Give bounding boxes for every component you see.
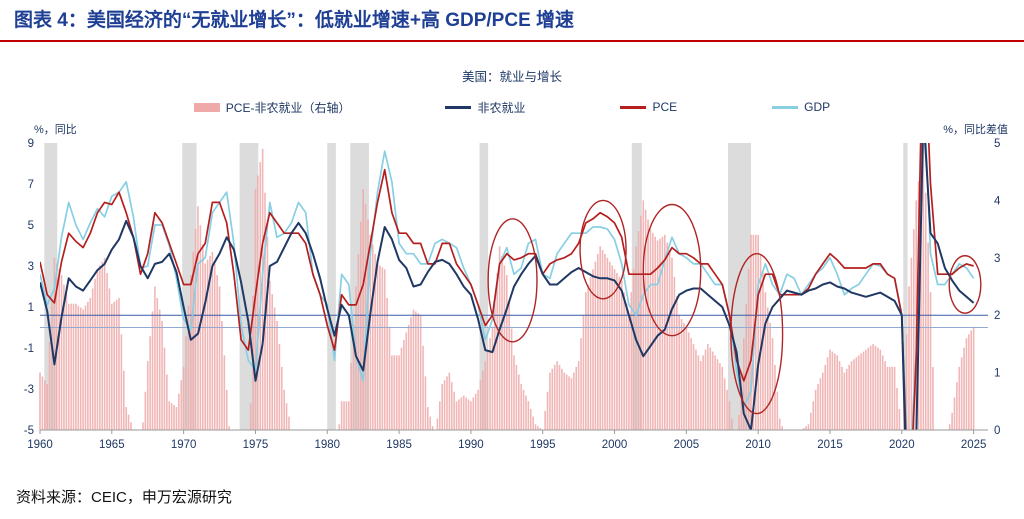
svg-text:-3: -3	[24, 384, 34, 396]
svg-text:1985: 1985	[386, 439, 412, 451]
gdp-line-swatch-icon	[772, 105, 799, 109]
legend-item-pce: PCE	[620, 100, 677, 114]
svg-text:2: 2	[994, 310, 1000, 322]
svg-text:7: 7	[28, 179, 34, 191]
svg-text:3: 3	[28, 261, 34, 273]
right-axis-caption: %，同比差值	[943, 124, 1008, 136]
svg-text:1: 1	[994, 368, 1000, 380]
bar-swatch-icon	[193, 102, 220, 112]
legend-label: PCE	[652, 100, 678, 115]
svg-text:4: 4	[994, 195, 1001, 207]
legend-item-nonfarm: 非农就业	[445, 99, 525, 116]
legend-label: PCE-非农就业（右轴）	[225, 100, 351, 115]
figure-header: 图表 4：美国经济的“无就业增长”：低就业增速+高 GDP/PCE 增速	[0, 0, 1024, 33]
chart-legend: PCE-非农就业（右轴） 非农就业 PCE GDP	[0, 99, 1024, 116]
svg-text:1970: 1970	[171, 439, 197, 451]
svg-text:9: 9	[28, 138, 34, 150]
legend-item-gdp: GDP	[772, 100, 830, 114]
svg-text:2020: 2020	[889, 439, 915, 451]
left-axis-caption: %，同比	[34, 124, 77, 136]
svg-text:2015: 2015	[817, 439, 843, 451]
svg-text:1960: 1960	[27, 439, 53, 451]
legend-label: GDP	[804, 100, 831, 115]
svg-text:5: 5	[994, 138, 1000, 150]
legend-label: 非农就业	[477, 100, 526, 115]
svg-text:0: 0	[994, 425, 1000, 437]
figure-title: 图表 4：美国经济的“无就业增长”：低就业增速+高 GDP/PCE 增速	[14, 10, 575, 31]
pce-line-swatch-icon	[620, 105, 647, 109]
svg-text:2025: 2025	[961, 439, 987, 451]
svg-text:2000: 2000	[602, 439, 628, 451]
title-underline	[0, 39, 1024, 42]
svg-text:2005: 2005	[674, 439, 700, 451]
svg-text:-1: -1	[24, 343, 34, 355]
source-note: 资料来源：CEIC，申万宏源研究	[16, 489, 232, 506]
nonfarm-line-swatch-icon	[445, 105, 472, 109]
svg-text:1990: 1990	[458, 439, 484, 451]
svg-text:1965: 1965	[99, 439, 125, 451]
svg-text:1: 1	[28, 302, 34, 314]
svg-text:1980: 1980	[314, 439, 340, 451]
svg-text:5: 5	[28, 220, 34, 232]
legend-item-pce-minus-nonfarm: PCE-非农就业（右轴）	[193, 99, 351, 116]
svg-text:1975: 1975	[243, 439, 269, 451]
svg-text:1995: 1995	[530, 439, 556, 451]
svg-text:-5: -5	[24, 425, 34, 437]
svg-text:2010: 2010	[745, 439, 771, 451]
chart-title: 美国：就业与增长	[461, 69, 562, 84]
svg-text:3: 3	[994, 253, 1000, 265]
